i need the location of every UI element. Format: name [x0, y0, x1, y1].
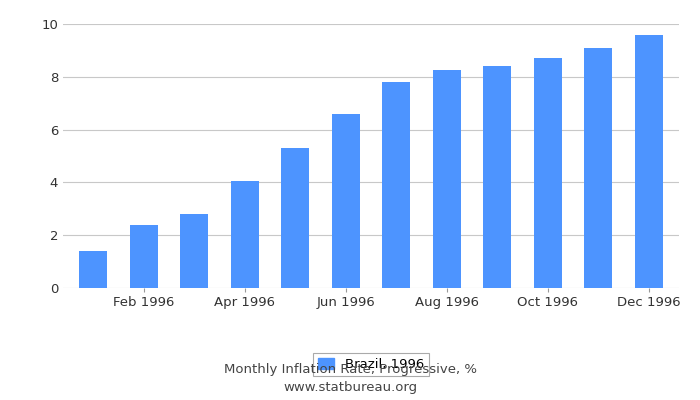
Bar [483, 66, 511, 288]
Bar [181, 214, 208, 288]
Bar [584, 48, 612, 288]
Bar [635, 34, 663, 288]
Bar [281, 148, 309, 288]
Bar [382, 82, 410, 288]
Bar [130, 225, 158, 288]
Bar [79, 251, 107, 288]
Bar [231, 180, 259, 288]
Bar [433, 70, 461, 288]
Legend: Brazil, 1996: Brazil, 1996 [313, 353, 429, 376]
Text: www.statbureau.org: www.statbureau.org [283, 382, 417, 394]
Bar [332, 114, 360, 288]
Bar [534, 58, 561, 288]
Text: Monthly Inflation Rate, Progressive, %: Monthly Inflation Rate, Progressive, % [223, 364, 477, 376]
